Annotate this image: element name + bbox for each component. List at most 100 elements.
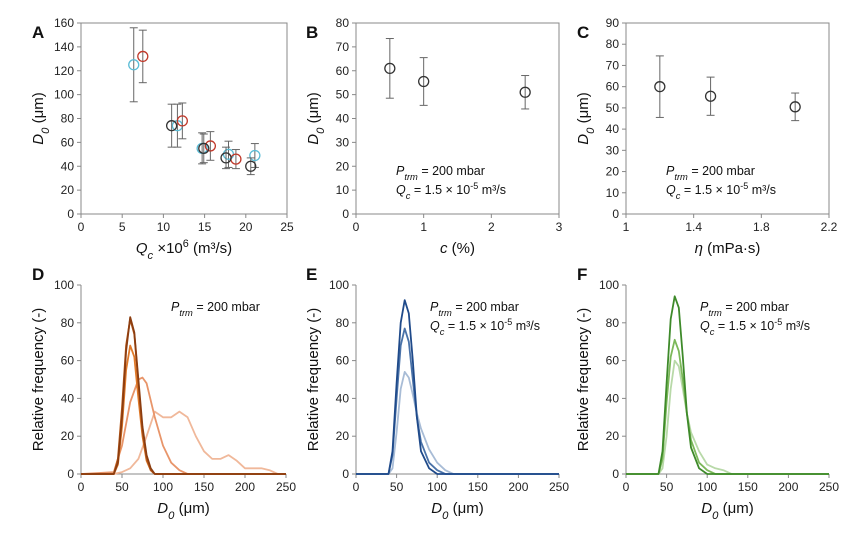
y-axis-label: Relative frequency (-) — [305, 308, 322, 451]
y-tick-label: 30 — [336, 135, 350, 149]
x-axis-label: Qc ×106 (m³/s) — [136, 238, 232, 262]
y-tick-label: 100 — [54, 278, 74, 292]
label-segment: = 1.5 × 10 — [680, 183, 740, 197]
label-segment: D — [701, 500, 712, 517]
data-point — [176, 115, 189, 127]
series-line — [626, 295, 829, 475]
y-tick-label: 70 — [606, 58, 620, 72]
y-tick-label: 100 — [54, 88, 74, 102]
label-segment: D — [157, 500, 168, 517]
label-segment: (μm) — [718, 500, 753, 517]
y-tick-label: 80 — [61, 316, 75, 330]
x-tick-label: 1.8 — [753, 220, 770, 234]
label-segment: Relative frequency (-) — [305, 308, 322, 451]
x-axis-label: c (%) — [440, 240, 475, 257]
x-tick-label: 0 — [78, 220, 85, 234]
y-tick-label: 0 — [342, 467, 349, 481]
panel-label: D — [32, 265, 44, 284]
label-segment: (μm) — [305, 92, 322, 127]
label-segment: (μm) — [174, 500, 209, 517]
y-tick-label: 40 — [606, 391, 620, 405]
label-segment: = 1.5 × 10 — [714, 319, 774, 333]
x-tick-label: 250 — [549, 480, 569, 494]
label-segment: P — [430, 300, 439, 314]
x-tick-label: 1.4 — [685, 220, 702, 234]
label-segment: 0 — [315, 127, 327, 134]
label-segment: = 1.5 × 10 — [444, 319, 504, 333]
label-segment: = 200 mbar — [418, 164, 485, 178]
label-segment: c — [148, 250, 154, 262]
label-segment: c — [440, 327, 445, 337]
y-tick-label: 60 — [61, 354, 75, 368]
x-axis-label: η (mPa·s) — [695, 240, 761, 257]
label-segment: η — [695, 240, 703, 257]
y-tick-label: 70 — [336, 40, 350, 54]
y-tick-label: 20 — [336, 429, 350, 443]
label-segment: 0 — [442, 510, 449, 522]
x-tick-label: 250 — [819, 480, 839, 494]
label-segment: D — [431, 500, 442, 517]
y-tick-label: 0 — [67, 467, 74, 481]
label-segment: = 200 mbar — [722, 300, 789, 314]
panel-label: E — [306, 265, 317, 284]
annotation-line: Ptrm = 200 mbar — [666, 164, 755, 182]
y-tick-label: 80 — [61, 112, 75, 126]
label-segment: = 200 mbar — [193, 300, 260, 314]
label-segment: (μm) — [448, 500, 483, 517]
y-tick-label: 40 — [61, 159, 75, 173]
y-tick-label: 10 — [336, 183, 350, 197]
x-tick-label: 0 — [353, 220, 360, 234]
label-segment: 0 — [585, 127, 597, 134]
y-tick-label: 120 — [54, 64, 74, 78]
label-segment: m³/s — [512, 319, 540, 333]
label-segment: P — [171, 300, 180, 314]
y-tick-label: 60 — [606, 80, 620, 94]
data-point — [137, 50, 149, 63]
data-point — [249, 149, 261, 162]
label-segment: (%) — [448, 240, 476, 257]
x-tick-label: 250 — [276, 480, 296, 494]
x-tick-label: 5 — [119, 220, 126, 234]
y-tick-label: 40 — [606, 122, 620, 136]
annotation-line: Ptrm = 200 mbar — [171, 300, 260, 318]
plot-frame — [80, 22, 288, 215]
annotation-line: Ptrm = 200 mbar — [396, 164, 485, 182]
x-tick-label: 50 — [660, 480, 674, 494]
annotation-line: Qc = 1.5 × 10-5 m³/s — [430, 317, 540, 337]
series-line — [356, 299, 559, 475]
y-tick-label: 30 — [606, 143, 620, 157]
x-tick-label: 3 — [556, 220, 563, 234]
data-point — [204, 140, 217, 152]
y-tick-label: 50 — [606, 101, 620, 115]
label-segment: Relative frequency (-) — [575, 308, 592, 451]
series-line — [626, 338, 829, 475]
series-line — [81, 316, 286, 475]
x-tick-label: 200 — [508, 480, 528, 494]
label-segment: m³/s — [748, 183, 776, 197]
y-tick-label: 80 — [606, 37, 620, 51]
label-segment: m³/s — [478, 183, 506, 197]
panel-label: F — [577, 265, 587, 284]
label-segment: 0 — [40, 127, 52, 134]
x-tick-label: 100 — [427, 480, 447, 494]
label-segment: = 200 mbar — [452, 300, 519, 314]
label-segment: (mPa·s) — [703, 240, 761, 257]
x-tick-label: 1 — [420, 220, 427, 234]
y-tick-label: 100 — [329, 278, 349, 292]
y-tick-label: 20 — [606, 165, 620, 179]
label-segment: -5 — [774, 317, 782, 327]
series-line — [80, 376, 286, 475]
x-tick-label: 0 — [623, 480, 630, 494]
series-line — [81, 344, 286, 475]
y-tick-label: 40 — [61, 391, 75, 405]
label-segment: m³/s — [782, 319, 810, 333]
y-tick-label: 0 — [342, 207, 349, 221]
data-point — [654, 81, 666, 93]
label-segment: c — [710, 327, 715, 337]
